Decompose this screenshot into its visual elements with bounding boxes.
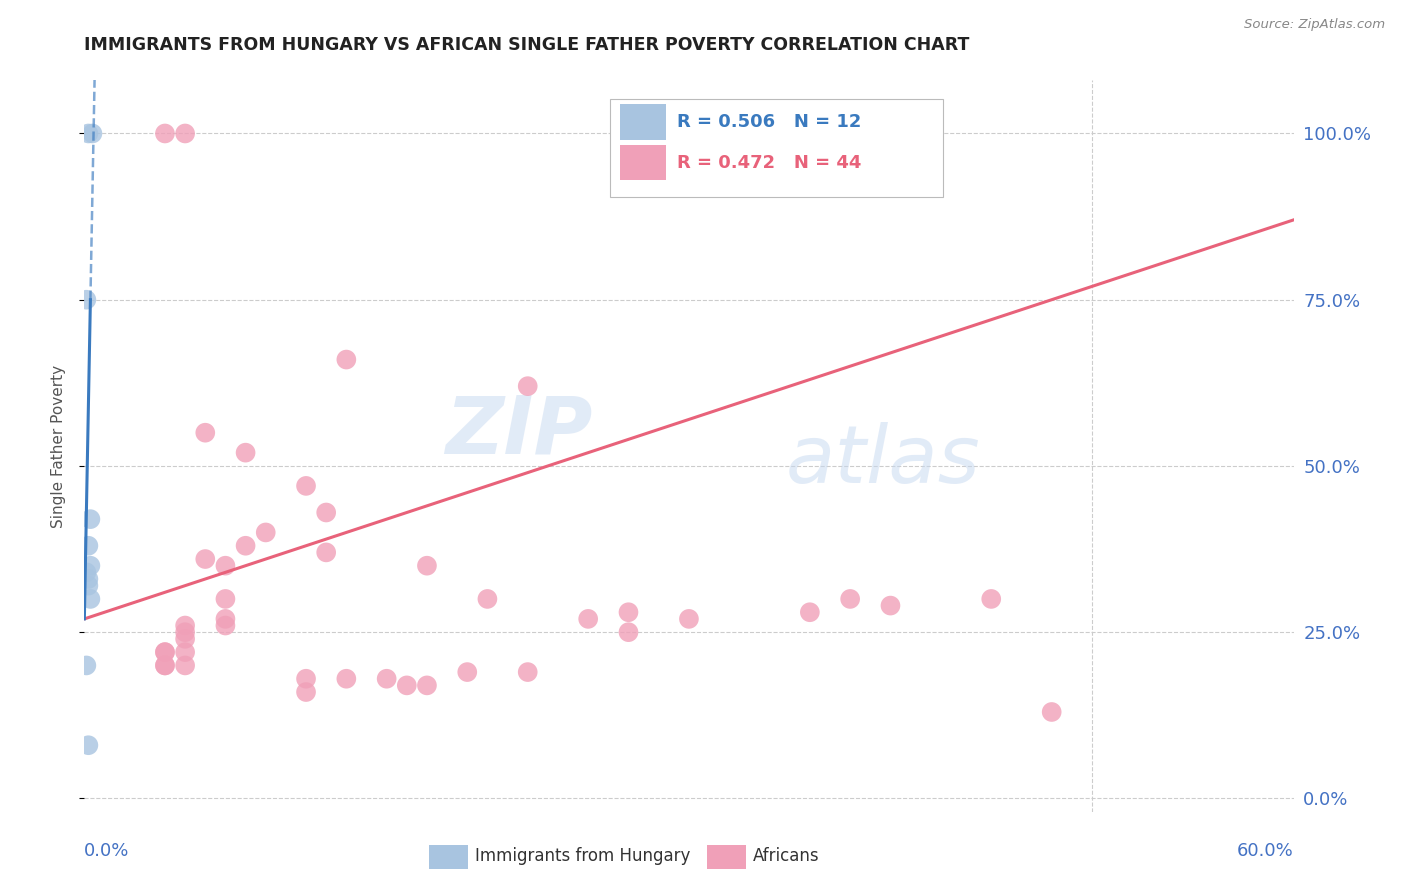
Point	[214, 558, 236, 573]
Point	[79, 512, 101, 526]
Point	[416, 558, 439, 573]
Point	[335, 672, 357, 686]
Point	[77, 572, 100, 586]
Text: R = 0.472   N = 44: R = 0.472 N = 44	[676, 154, 862, 172]
Point	[79, 558, 101, 573]
Point	[75, 658, 97, 673]
Point	[395, 678, 418, 692]
Point	[174, 127, 197, 141]
Point	[174, 618, 197, 632]
Point	[254, 525, 277, 540]
Bar	[620, 145, 666, 180]
Point	[174, 658, 197, 673]
Point	[617, 625, 640, 640]
Point	[214, 618, 236, 632]
Point	[335, 352, 357, 367]
Bar	[707, 846, 745, 869]
Point	[75, 566, 97, 580]
Text: Source: ZipAtlas.com: Source: ZipAtlas.com	[1244, 18, 1385, 31]
Point	[77, 579, 100, 593]
Bar	[620, 104, 666, 139]
Point	[82, 127, 104, 141]
Point	[77, 738, 100, 752]
Point	[77, 539, 100, 553]
Point	[214, 591, 236, 606]
Point	[174, 645, 197, 659]
Point	[839, 591, 862, 606]
Text: 60.0%: 60.0%	[1237, 842, 1294, 860]
Text: R = 0.506   N = 12: R = 0.506 N = 12	[676, 113, 862, 131]
Point	[153, 658, 176, 673]
Point	[315, 545, 337, 559]
Point	[1040, 705, 1063, 719]
Point	[617, 605, 640, 619]
Point	[375, 672, 398, 686]
Y-axis label: Single Father Poverty: Single Father Poverty	[51, 365, 66, 527]
Point	[576, 612, 599, 626]
Point	[79, 591, 101, 606]
Point	[456, 665, 478, 679]
Point	[799, 605, 821, 619]
Text: atlas: atlas	[786, 422, 980, 500]
Point	[153, 127, 176, 141]
Point	[516, 665, 538, 679]
Point	[416, 678, 439, 692]
Point	[980, 591, 1002, 606]
Point	[879, 599, 901, 613]
Point	[75, 293, 97, 307]
Bar	[429, 846, 468, 869]
Point	[315, 506, 337, 520]
Point	[295, 479, 318, 493]
Point	[477, 591, 499, 606]
Point	[295, 685, 318, 699]
Point	[235, 445, 257, 459]
Point	[516, 379, 538, 393]
Text: Africans: Africans	[754, 847, 820, 864]
FancyBboxPatch shape	[610, 99, 943, 197]
Point	[174, 625, 197, 640]
Point	[153, 658, 176, 673]
Text: 0.0%: 0.0%	[84, 842, 129, 860]
Point	[194, 552, 217, 566]
Point	[295, 672, 318, 686]
Point	[235, 539, 257, 553]
Text: ZIP: ZIP	[444, 392, 592, 470]
Point	[678, 612, 700, 626]
Text: Immigrants from Hungary: Immigrants from Hungary	[475, 847, 690, 864]
Point	[194, 425, 217, 440]
Point	[174, 632, 197, 646]
Point	[153, 645, 176, 659]
Point	[214, 612, 236, 626]
Text: IMMIGRANTS FROM HUNGARY VS AFRICAN SINGLE FATHER POVERTY CORRELATION CHART: IMMIGRANTS FROM HUNGARY VS AFRICAN SINGL…	[84, 36, 970, 54]
Point	[153, 645, 176, 659]
Point	[77, 127, 100, 141]
